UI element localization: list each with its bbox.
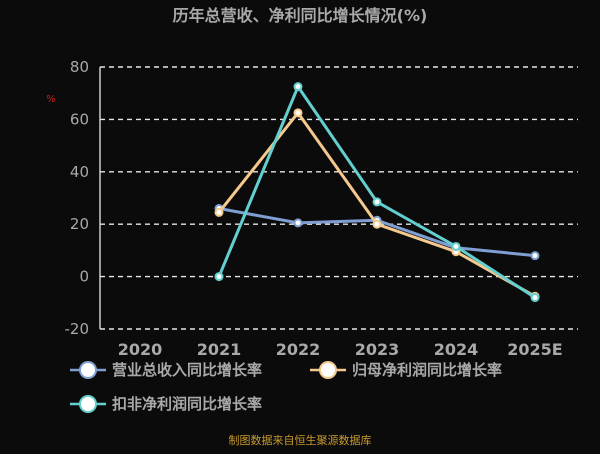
- series-point-3: [451, 241, 461, 251]
- legend-item-2: 归母净利润同比增长率: [310, 361, 502, 379]
- y-tick-label: 0: [79, 268, 89, 286]
- legend-label: 营业总收入同比增长率: [112, 361, 262, 379]
- y-tick-label: 40: [70, 163, 89, 181]
- legend-item-3: 扣非净利润同比增长率: [70, 395, 262, 413]
- series-point-2: [372, 219, 382, 229]
- x-tick-label: 2023: [355, 340, 400, 359]
- grid-layer: [100, 66, 578, 330]
- y-axis-unit: %: [46, 94, 56, 105]
- y-tick-label: 60: [70, 110, 89, 128]
- x-tick-label: 2024: [434, 340, 479, 359]
- x-tick-label: 2021: [197, 340, 242, 359]
- chart-title: 历年总营收、净利同比增长情况(%): [173, 6, 428, 25]
- legend-marker: [79, 395, 97, 413]
- series-point-3: [293, 82, 303, 92]
- series-line-1: [217, 206, 537, 258]
- legend-marker: [79, 361, 97, 379]
- series-line-3: [217, 85, 537, 300]
- axis-layer: 80 60 40 20 0 -20 2020 2021 2022 2023 2024 2025E: [65, 58, 563, 359]
- x-tick-label: 2025E: [507, 340, 562, 359]
- series-point-3: [530, 293, 540, 303]
- series-point-3: [372, 197, 382, 207]
- y-tick-label: 80: [70, 58, 89, 76]
- legend-label: 扣非净利润同比增长率: [112, 395, 262, 413]
- series-point-1: [293, 218, 303, 228]
- legend-item-1: 营业总收入同比增长率: [70, 361, 262, 379]
- series-point-2: [214, 207, 224, 217]
- chart-source: 制图数据来自恒生聚源数据库: [229, 433, 372, 447]
- y-tick-label: 20: [70, 215, 89, 233]
- legend-label: 归母净利润同比增长率: [352, 361, 502, 379]
- x-tick-label: 2022: [276, 340, 321, 359]
- legend-marker: [319, 361, 337, 379]
- series-point-3: [214, 272, 224, 282]
- y-tick-label: -20: [65, 320, 90, 338]
- series-point-2: [293, 108, 303, 118]
- series-point-1: [530, 251, 540, 261]
- x-tick-label: 2020: [118, 340, 163, 359]
- series-layer: [214, 82, 540, 303]
